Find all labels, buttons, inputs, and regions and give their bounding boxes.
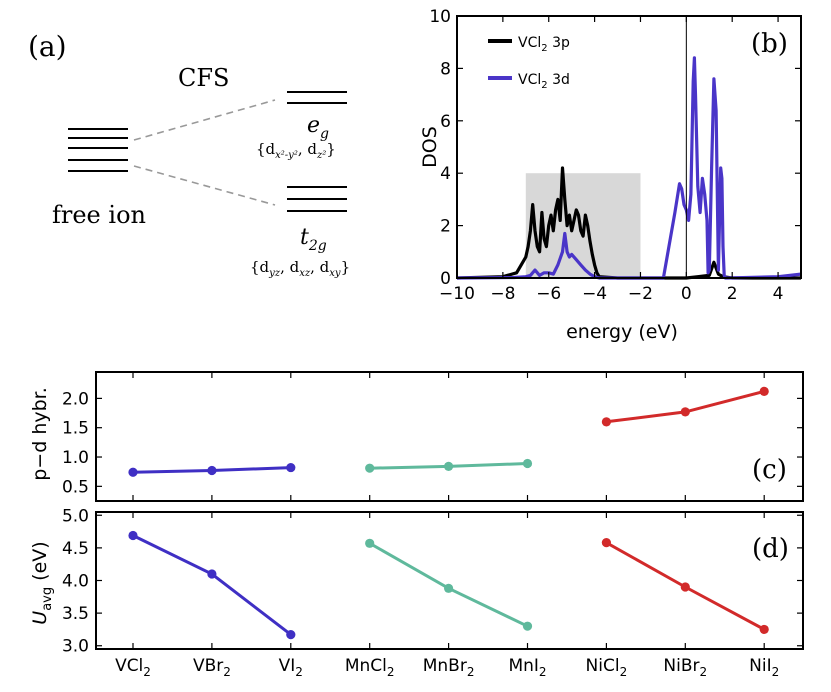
compound-label: VI2 [279,656,303,679]
dos-y-tick-label: 2 [440,217,451,237]
uavg-series-group [128,530,769,640]
dos-axes-frame [456,15,802,279]
eg-label: eg [307,113,329,142]
compound-label: MnBr2 [423,656,475,679]
hybr-y-ticks: 0.5 1.0 1.5 2.0 [62,389,803,497]
dos-x-axis-label: energy (eV) [566,321,678,343]
dos-y-tick-label: 6 [440,112,451,132]
t2g-orbitals: {dyz, dxz, dxy} [250,258,350,279]
uavg-y-tick-label: 3.0 [62,637,89,657]
hybr-series-group [128,386,769,477]
uavg-point-ni [680,582,690,592]
free-ion-label: free ion [52,201,146,229]
uavg-y-tick-label: 4.5 [62,539,89,559]
compound-label: VBr2 [193,656,231,679]
dos-y-tick-label: 8 [440,59,451,79]
legend-label-3p: VCl2 3p [518,35,570,54]
uavg-axes-frame [95,511,804,650]
uavg-point-ni [601,538,612,548]
panel-c-hybridization-chart: 0.5 1.0 1.5 2.0 p−d hybr. (c) [29,371,804,502]
t2g-levels [287,186,347,212]
hybr-point-mn [522,458,533,469]
panel-d-uavg-chart: 3.0 3.5 4.0 4.5 5.0 VCl2 VBr2 VI2 MnCl2 MnBr2 MnI… [29,506,804,679]
cfs-connector-down [133,165,276,206]
dos-x-tick-label: −10 [439,284,475,304]
eg-orbitals: {dx²-y², dz²} [256,140,336,161]
panel-a: (a) CFS free ion eg {dx²-y², dz²} t2g {d… [28,30,350,279]
t2g-label: t2g [300,225,327,254]
hybr-y-tick-label: 2.0 [62,389,89,409]
uavg-point-ni [759,624,769,635]
uavg-point-v [128,530,138,541]
hybr-y-tick-label: 1.5 [62,419,89,439]
hybr-y-tick-label: 0.5 [62,477,89,497]
dos-x-tick-label: 4 [773,284,784,304]
dos-x-tick-label: −8 [490,284,515,304]
dos-y-axis-label: DOS [419,126,441,168]
compound-label: MnCl2 [345,656,395,679]
hybr-axes-frame [95,371,804,502]
dos-x-tick-label: −4 [582,284,607,304]
hybr-point-mn [365,463,375,473]
compound-label: VCl2 [115,656,151,679]
legend-label-3d: VCl2 3d [518,72,570,91]
uavg-y-tick-label: 5.0 [62,506,89,526]
compound-label: NiI2 [749,656,779,679]
dos-series-line-3d [456,56,802,280]
eg-levels [287,91,347,104]
dos-legend: VCl2 3p VCl2 3d [488,35,570,91]
dos-y-tick-label: 10 [429,7,451,27]
uavg-point-mn [444,583,454,593]
dos-x-tick-label: −6 [536,284,561,304]
compound-label: MnI2 [508,656,546,679]
uavg-y-axis-label: Uavg (eV) [29,541,55,624]
dos-y-tick-label: 0 [440,269,451,289]
uavg-y-tick-label: 3.5 [62,604,89,624]
uavg-x-ticks: VCl2 VBr2 VI2 MnCl2 MnBr2 MnI2 NiCl2 NiBr2 NiI2 [115,512,779,679]
hybr-point-v [128,467,138,477]
dos-x-ticks: −10 −8 −6 −4 −2 0 2 4 [439,16,783,304]
hybr-y-axis-label: p−d hybr. [29,387,51,481]
hybr-point-v [286,462,296,473]
hybr-y-tick-label: 1.0 [62,448,89,468]
hybr-point-ni [759,386,769,396]
hybr-point-mn [444,461,454,472]
hybr-point-ni [601,417,612,427]
dos-x-tick-label: 0 [681,284,692,304]
dos-x-tick-label: 2 [727,284,738,304]
hybr-x-ticks [132,372,765,501]
uavg-point-v [286,630,296,640]
hybr-point-ni [680,407,690,417]
panel-a-label: (a) [28,30,67,63]
uavg-series-line-v [132,534,292,636]
compound-label: NiBr2 [663,656,707,679]
uavg-point-mn [522,621,533,631]
panel-d-label: (d) [752,534,789,564]
cfs-label: CFS [178,64,229,92]
panel-b-dos-chart: −10 −8 −6 −4 −2 0 2 4 0 2 4 6 8 10 energy (eV) DOS (… [419,7,802,343]
free-ion-levels [68,128,128,172]
cfs-connector-up [133,99,276,141]
panel-c-label: (c) [752,455,787,485]
dos-x-tick-label: −2 [628,284,653,304]
panel-b-label: (b) [751,29,788,59]
uavg-y-tick-label: 4.0 [62,572,89,592]
uavg-point-v [207,569,217,579]
hybr-point-v [207,465,217,476]
dos-y-tick-label: 4 [440,164,451,184]
compound-label: NiCl2 [586,656,628,679]
uavg-point-mn [365,538,375,548]
hybr-series-line-ni [606,389,765,424]
uavg-y-ticks: 3.0 3.5 4.0 4.5 5.0 [62,506,803,657]
dos-y-ticks: 0 2 4 6 8 10 [429,7,801,289]
